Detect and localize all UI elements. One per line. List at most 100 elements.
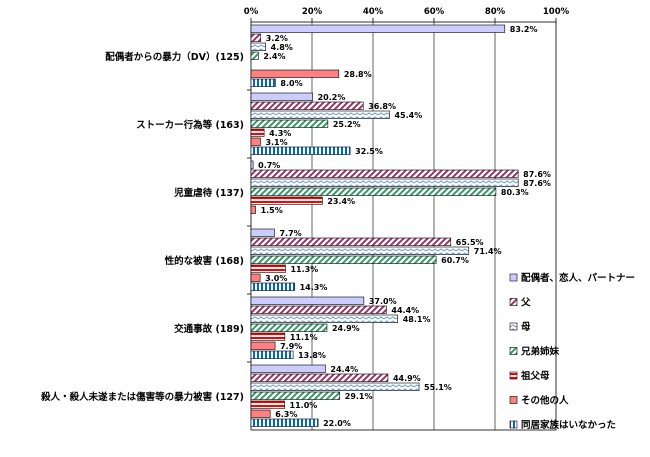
data-label: 87.6%: [523, 179, 551, 188]
x-tick-label: 60%: [424, 7, 445, 17]
legend-label: 祖父母: [520, 370, 550, 382]
x-tick-label: 0%: [244, 7, 259, 17]
bar: [250, 264, 286, 273]
data-label: 7.9%: [280, 342, 302, 351]
bar-layer: [250, 24, 519, 427]
x-tick-label: 100%: [543, 7, 570, 17]
x-tick-label: 20%: [302, 7, 323, 17]
bar: [250, 418, 319, 427]
bar: [250, 400, 285, 409]
data-label: 55.1%: [424, 383, 452, 392]
bar: [250, 273, 261, 282]
data-label: 7.7%: [279, 229, 301, 238]
bar: [250, 228, 275, 237]
data-label: 20.2%: [318, 93, 346, 102]
data-label: 32.5%: [355, 147, 383, 156]
legend-label: 同居家族はいなかった: [521, 419, 616, 431]
data-label: 60.7%: [441, 256, 469, 265]
bar: [250, 196, 323, 205]
data-label: 80.3%: [501, 188, 529, 197]
category-label: 配偶者からの暴力（DV）(125): [105, 51, 244, 63]
bar: [250, 92, 313, 101]
legend-label: 配偶者、恋人、パートナー: [521, 272, 635, 284]
legend-label: 兄弟姉妹: [520, 346, 560, 358]
bar: [250, 341, 276, 350]
bar: [250, 296, 365, 305]
label-layer: 83.2% 3.2%4.8%2.4% 28.8% 8.0% 20.2% 36.8%45.4…: [258, 25, 551, 428]
data-label: 14.3%: [300, 283, 328, 292]
category-label: ストーカー行為等 (163): [136, 119, 244, 131]
legend-swatch: [509, 420, 518, 429]
bar: [250, 101, 364, 110]
bar: [250, 128, 265, 137]
bar: [250, 160, 254, 169]
legend-label: 父: [520, 298, 531, 309]
bar: [250, 33, 262, 42]
data-label: 48.1%: [403, 315, 431, 324]
data-label: 37.0%: [369, 297, 397, 306]
bar: [250, 323, 328, 332]
bar: [250, 364, 326, 373]
bar: [250, 187, 497, 196]
data-label: 11.3%: [290, 265, 318, 274]
bar: [250, 237, 452, 246]
bar: [250, 78, 276, 87]
bar: [250, 246, 470, 255]
bar: [250, 146, 351, 155]
bar: [250, 169, 519, 178]
data-label: 28.8%: [344, 70, 372, 79]
category-layer: 配偶者からの暴力（DV）(125) ストーカー行為等 (163) 児童虐待 (137…: [40, 51, 251, 403]
data-label: 3.1%: [265, 138, 287, 147]
data-label: 44.9%: [393, 374, 421, 383]
legend-swatch: [509, 396, 518, 404]
bar: [250, 350, 294, 359]
data-label: 24.4%: [330, 365, 358, 374]
bar: [250, 42, 266, 51]
bar: [250, 178, 519, 187]
bar: [250, 382, 420, 391]
legend-swatch: [509, 322, 518, 331]
data-label: 4.8%: [271, 43, 293, 52]
data-label: 11.1%: [290, 333, 318, 342]
data-label: 44.4%: [391, 306, 419, 315]
data-label: 36.8%: [368, 102, 396, 111]
legend-label: その他の人: [521, 395, 569, 407]
data-label: 45.4%: [394, 111, 422, 120]
bar: [250, 51, 259, 60]
data-label: 71.4%: [474, 247, 502, 256]
data-label: 11.0%: [290, 401, 318, 410]
data-label: 83.2%: [510, 25, 538, 34]
data-label: 24.9%: [332, 324, 360, 333]
data-label: 23.4%: [327, 197, 355, 206]
legend-swatch: [509, 371, 518, 380]
legend-swatch: [509, 347, 518, 355]
x-tick-label: 80%: [485, 7, 506, 17]
bar: [250, 332, 286, 341]
x-tick-label: 40%: [363, 7, 384, 17]
data-label: 22.0%: [323, 419, 351, 428]
bar: [250, 205, 256, 214]
data-label: 25.2%: [333, 120, 361, 129]
tick-layer: 0% 20% 40% 60% 80% 100%: [244, 7, 570, 22]
bar: [250, 119, 329, 128]
legend-swatch: [509, 298, 518, 306]
grid-layer: [250, 21, 557, 431]
data-label: 4.3%: [269, 129, 291, 138]
bar: [250, 110, 390, 119]
bar: [250, 69, 340, 78]
bar: [250, 373, 389, 382]
bar: [250, 137, 261, 146]
data-label: 29.1%: [345, 392, 373, 401]
data-label: 3.0%: [265, 274, 287, 283]
bar: [250, 24, 506, 33]
data-label: 6.3%: [275, 410, 297, 419]
data-label: 0.7%: [258, 161, 280, 170]
legend-swatch: [509, 273, 518, 282]
data-label: 1.5%: [261, 206, 283, 215]
bar: [250, 391, 341, 400]
data-label: 2.4%: [263, 52, 285, 61]
bar: [250, 255, 437, 264]
